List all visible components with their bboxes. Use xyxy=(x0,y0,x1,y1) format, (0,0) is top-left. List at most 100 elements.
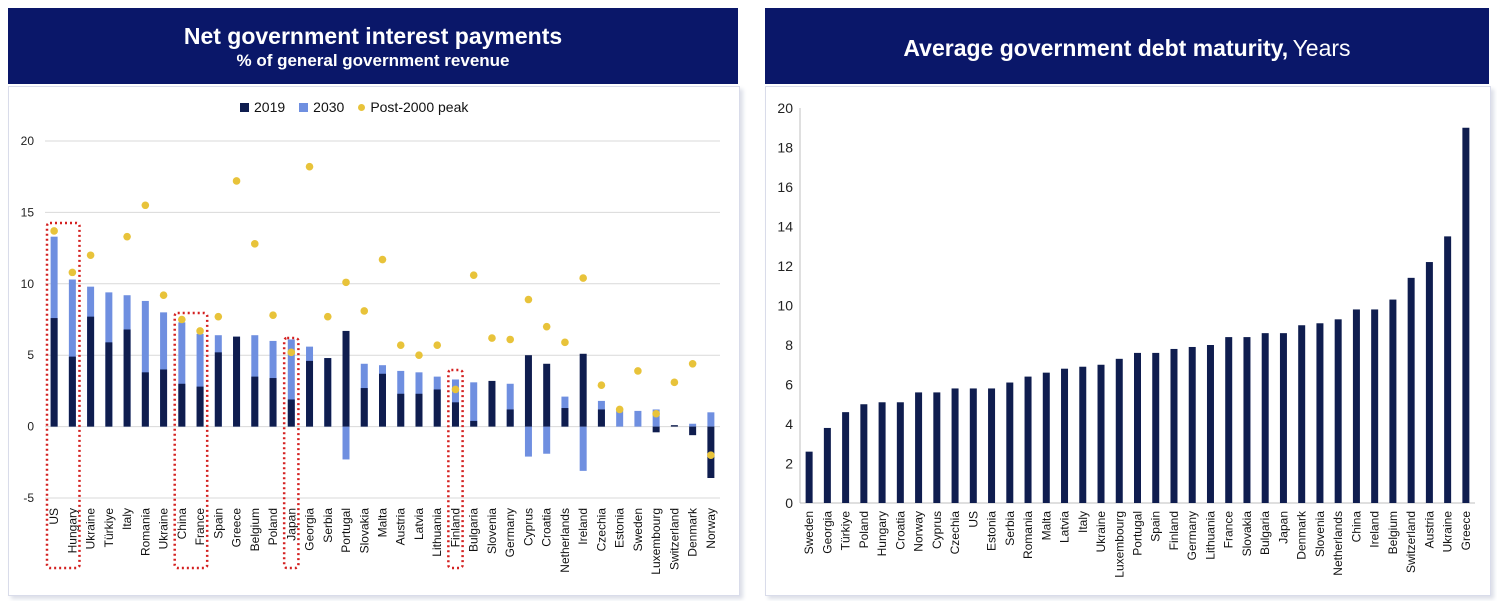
maturity-bar-japan xyxy=(1279,333,1287,503)
x-tick-label-cyprus: Cyprus xyxy=(930,511,944,549)
peak-dot-portugal xyxy=(342,278,350,287)
right-chart-header: Average government debt maturity, Years xyxy=(765,8,1489,84)
x-tick-label-spain: Spain xyxy=(1149,511,1163,542)
peak-dot-denmark xyxy=(688,359,697,368)
bar-2019-finland xyxy=(451,402,459,427)
bar-2019-us xyxy=(50,318,58,427)
x-tick-label-portugal: Portugal xyxy=(339,508,353,553)
x-tick-label-romania: Romania xyxy=(1021,511,1035,559)
peak-dot-czechia xyxy=(597,381,606,389)
peak-dot-us xyxy=(50,227,58,235)
bar-2019-lithuania xyxy=(433,389,441,427)
right-chart-unit: Years xyxy=(1292,35,1351,61)
bar-2030-cyprus xyxy=(524,426,532,457)
maturity-bar-hungary xyxy=(878,402,886,503)
peak-dot-sweden xyxy=(634,367,642,375)
left-chart-header: Net government interest payments % of ge… xyxy=(8,8,738,84)
x-tick-label-bulgaria: Bulgaria xyxy=(467,508,481,552)
maturity-bar-cyprus xyxy=(933,392,941,503)
peak-dot-switzerland xyxy=(670,378,679,387)
highlight-box-0 xyxy=(45,221,81,570)
x-tick-label-ukraine: Ukraine xyxy=(157,508,171,550)
x-tick-label-slovakia: Slovakia xyxy=(1240,511,1254,557)
maturity-bar-croatia xyxy=(896,402,904,503)
peak-dot-ukraine xyxy=(159,291,168,300)
maturity-bar-switzerland xyxy=(1407,277,1415,503)
legend-item-2019: 2019 xyxy=(240,99,285,115)
peak-dot-japan xyxy=(287,348,296,357)
x-tick-label-austria: Austria xyxy=(394,508,408,546)
y-tick-label: 15 xyxy=(21,205,35,219)
x-tick-label-serbia: Serbia xyxy=(321,508,335,543)
right-chart-title-line: Average government debt maturity, Years xyxy=(765,35,1489,62)
x-tick-label-sweden: Sweden xyxy=(802,511,816,554)
x-tick-label-croatia: Croatia xyxy=(893,511,907,550)
x-tick-label-czechia: Czechia xyxy=(594,508,608,552)
maturity-bar-us xyxy=(969,388,977,503)
peak-dot-cyprus xyxy=(524,295,533,304)
peak-dot-finland xyxy=(451,385,460,394)
maturity-bar-sweden xyxy=(805,451,813,503)
bar-2019-bulgaria xyxy=(470,420,478,427)
bar-2030-china xyxy=(178,322,186,427)
x-tick-label-netherlands: Netherlands xyxy=(1331,511,1345,576)
bar-2019-slovakia xyxy=(360,388,368,427)
peak-dot-luxembourg xyxy=(652,409,660,418)
legend-label-2030: 2030 xyxy=(313,99,345,115)
x-tick-label-luxembourg: Luxembourg xyxy=(1112,511,1126,578)
x-tick-label-belgium: Belgium xyxy=(248,508,262,551)
x-tick-label-estonia: Estonia xyxy=(985,511,999,551)
bar-2030-germany xyxy=(506,383,514,427)
peak-dot-germany xyxy=(506,335,515,344)
right-plot-frame xyxy=(765,86,1491,596)
x-tick-label-norway: Norway xyxy=(704,508,718,549)
peak-dot-norway xyxy=(707,451,715,459)
bar-2019-france xyxy=(196,386,204,427)
x-tick-label-ukraine: Ukraine xyxy=(1094,511,1108,553)
peak-dot-estonia xyxy=(615,405,624,414)
bar-2030-sweden xyxy=(634,410,642,427)
x-tick-label-croatia: Croatia xyxy=(540,508,554,547)
left-chart-subtitle: % of general government revenue xyxy=(236,51,510,70)
maturity-bar-france xyxy=(1225,337,1233,503)
maturity-bar-portugal xyxy=(1134,352,1141,503)
maturity-bar-greece xyxy=(1462,127,1470,503)
peak-dot-latvia xyxy=(415,351,423,360)
y-tick-label: 10 xyxy=(777,298,793,314)
peak-dot-austria xyxy=(396,341,405,350)
x-tick-label-belgium: Belgium xyxy=(1386,511,1400,554)
x-tick-label-japan: Japan xyxy=(284,508,298,541)
left-chart-title: Net government interest payments xyxy=(183,23,563,49)
y-tick-label: 0 xyxy=(785,495,793,511)
bar-2030-ukraine xyxy=(160,312,168,427)
x-tick-label-spain: Spain xyxy=(211,508,225,539)
legend-item-2030: 2030 xyxy=(299,99,344,115)
x-tick-label-bulgaria: Bulgaria xyxy=(1258,511,1272,555)
bar-2019-serbia xyxy=(324,358,332,427)
x-tick-label-lithuania: Lithuania xyxy=(430,508,444,557)
x-tick-label-serbia: Serbia xyxy=(1003,511,1017,546)
x-tick-label-austria: Austria xyxy=(1422,511,1436,549)
bar-2019-china xyxy=(178,383,186,427)
peak-dot-greece xyxy=(232,177,241,185)
bar-2030-bulgaria xyxy=(470,382,478,427)
bar-2019-croatia xyxy=(543,363,551,427)
bar-2030-croatia xyxy=(543,426,551,454)
x-tick-label-ireland: Ireland xyxy=(576,508,590,545)
x-tick-label-slovenia: Slovenia xyxy=(1313,511,1327,557)
x-tick-label-cyprus: Cyprus xyxy=(521,508,535,546)
x-tick-label-france: France xyxy=(193,508,207,546)
y-tick-label: 12 xyxy=(777,258,793,274)
maturity-bar-slovenia xyxy=(1316,323,1324,503)
right-chart-panel: Average government debt maturity, Years … xyxy=(757,0,1497,601)
peak-dot-china xyxy=(178,315,186,324)
bar-2030-estonia xyxy=(616,410,624,427)
left-chart-legend: 2019 2030 Post-2000 peak xyxy=(240,99,468,115)
bar-2019-japan xyxy=(287,399,295,427)
bar-2019-denmark xyxy=(689,426,697,436)
peak-dot-poland xyxy=(269,311,277,320)
maturity-bar-t-rkiye xyxy=(842,412,850,503)
x-tick-label-czechia: Czechia xyxy=(948,511,962,555)
x-tick-label-hungary: Hungary xyxy=(65,508,79,553)
y-tick-label: 20 xyxy=(21,134,35,148)
